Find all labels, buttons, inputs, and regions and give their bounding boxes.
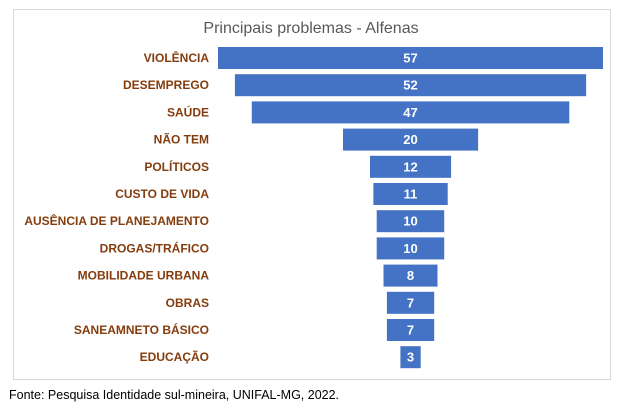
value-label-5: 12 <box>403 159 417 174</box>
category-label-4: NÃO TEM <box>154 132 209 147</box>
bar-3 <box>251 101 570 124</box>
value-label-4: 20 <box>403 132 417 147</box>
value-label-11: 7 <box>407 323 414 338</box>
value-label-7: 10 <box>403 214 417 229</box>
bar-9 <box>383 264 438 287</box>
category-label-6: CUSTO DE VIDA <box>115 187 209 201</box>
value-label-2: 52 <box>403 78 417 93</box>
value-label-12: 3 <box>407 350 414 365</box>
category-label-12: EDUCAÇÃO <box>140 349 209 364</box>
chart-frame <box>13 9 611 380</box>
category-label-7: AUSÊNCIA DE PLANEJAMENTO <box>24 213 209 228</box>
source-caption: Fonte: Pesquisa Identidade sul-mineira, … <box>9 388 340 402</box>
category-label-2: DESEMPREGO <box>123 78 209 92</box>
chart-title: Principais problemas - Alfenas <box>203 20 419 37</box>
bar-7 <box>376 210 445 233</box>
value-label-10: 7 <box>407 295 414 310</box>
category-label-10: OBRAS <box>166 296 209 310</box>
bar-2 <box>234 74 587 97</box>
category-label-8: DROGAS/TRÁFICO <box>100 240 209 255</box>
bar-6 <box>373 183 448 205</box>
bar-12 <box>400 346 421 369</box>
category-label-11: SANEAMNETO BÁSICO <box>74 322 209 337</box>
bar-4 <box>343 128 479 151</box>
value-label-9: 8 <box>407 268 414 283</box>
value-label-6: 11 <box>404 187 418 202</box>
bar-1 <box>218 47 603 69</box>
category-label-3: SAÚDE <box>167 104 209 119</box>
bar-8 <box>376 237 445 260</box>
value-label-8: 10 <box>403 241 417 256</box>
bar-11 <box>386 319 435 341</box>
bar-5 <box>370 155 452 178</box>
value-label-3: 47 <box>403 105 417 120</box>
value-label-1: 57 <box>403 51 417 66</box>
category-label-9: MOBILIDADE URBANA <box>78 269 210 283</box>
bar-10 <box>386 291 435 314</box>
category-label-1: VIOLÊNCIA <box>144 50 210 65</box>
category-label-5: POLÍTICOS <box>144 159 209 174</box>
